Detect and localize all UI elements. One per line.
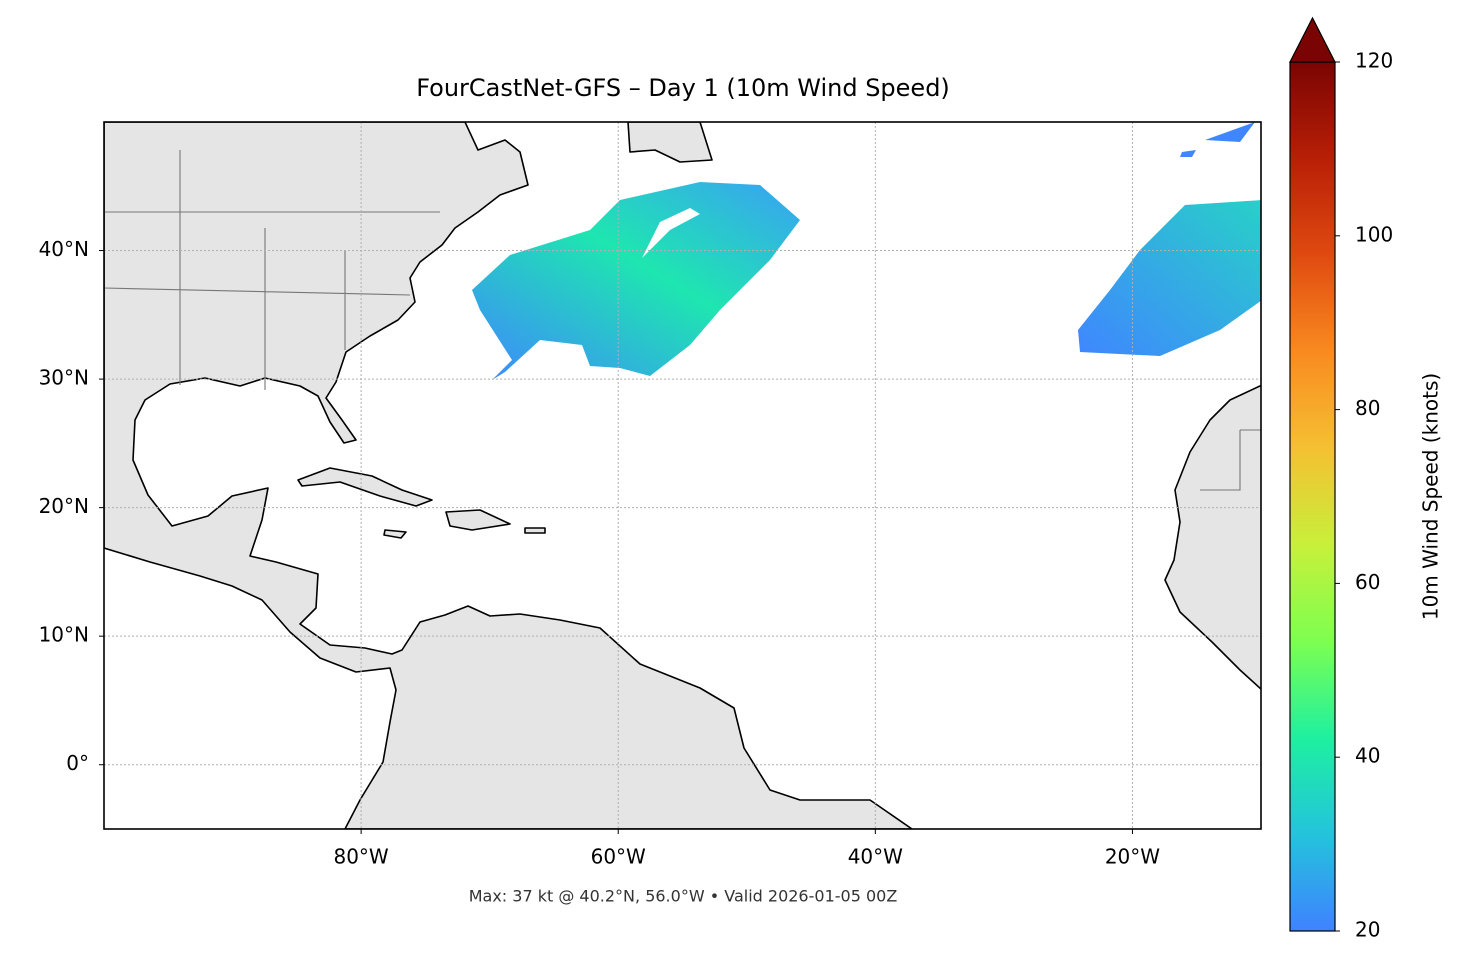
hispaniola xyxy=(445,509,511,531)
y-tick-label: 20°N xyxy=(39,494,89,518)
north-south-america xyxy=(104,122,913,829)
wind-swath xyxy=(472,182,800,380)
wind-gap xyxy=(642,208,700,258)
puerto-rico xyxy=(524,527,546,534)
map-layer xyxy=(104,122,1261,829)
state-borders xyxy=(104,150,1261,491)
colorbar-tick-label: 40 xyxy=(1355,744,1380,768)
y-tick-label: 0° xyxy=(66,751,89,775)
colorbar-tick-label: 100 xyxy=(1355,222,1393,246)
x-tick-label: 20°W xyxy=(1105,845,1160,869)
colorbar-frame xyxy=(1289,61,1336,932)
newfoundland xyxy=(627,122,713,163)
wind-swath xyxy=(1180,122,1255,157)
colorbar xyxy=(1290,62,1335,931)
cuba xyxy=(297,467,433,507)
x-tick-label: 40°W xyxy=(848,845,903,869)
wind-swath xyxy=(1078,200,1261,356)
y-tick-label: 30°N xyxy=(39,366,89,390)
colorbar-tick-label: 20 xyxy=(1355,918,1380,942)
jamaica xyxy=(383,529,407,539)
x-tick-label: 80°W xyxy=(333,845,388,869)
colorbar-tick-label: 60 xyxy=(1355,570,1380,594)
colorbar-tick-label: 80 xyxy=(1355,396,1380,420)
colorbar-tick-label: 120 xyxy=(1355,49,1393,73)
map-frame xyxy=(103,121,1262,830)
y-tick-label: 40°N xyxy=(39,237,89,261)
colorbar-extension xyxy=(1289,16,1336,63)
colorbar-label: 10m Wind Speed (knots) xyxy=(1419,373,1443,620)
chart-title: FourCastNet-GFS – Day 1 (10m Wind Speed) xyxy=(416,74,950,102)
y-tick-label: 10°N xyxy=(39,623,89,647)
footnote: Max: 37 kt @ 40.2°N, 56.0°W • Valid 2026… xyxy=(469,887,898,906)
africa xyxy=(1164,384,1261,691)
x-tick-label: 60°W xyxy=(591,845,646,869)
